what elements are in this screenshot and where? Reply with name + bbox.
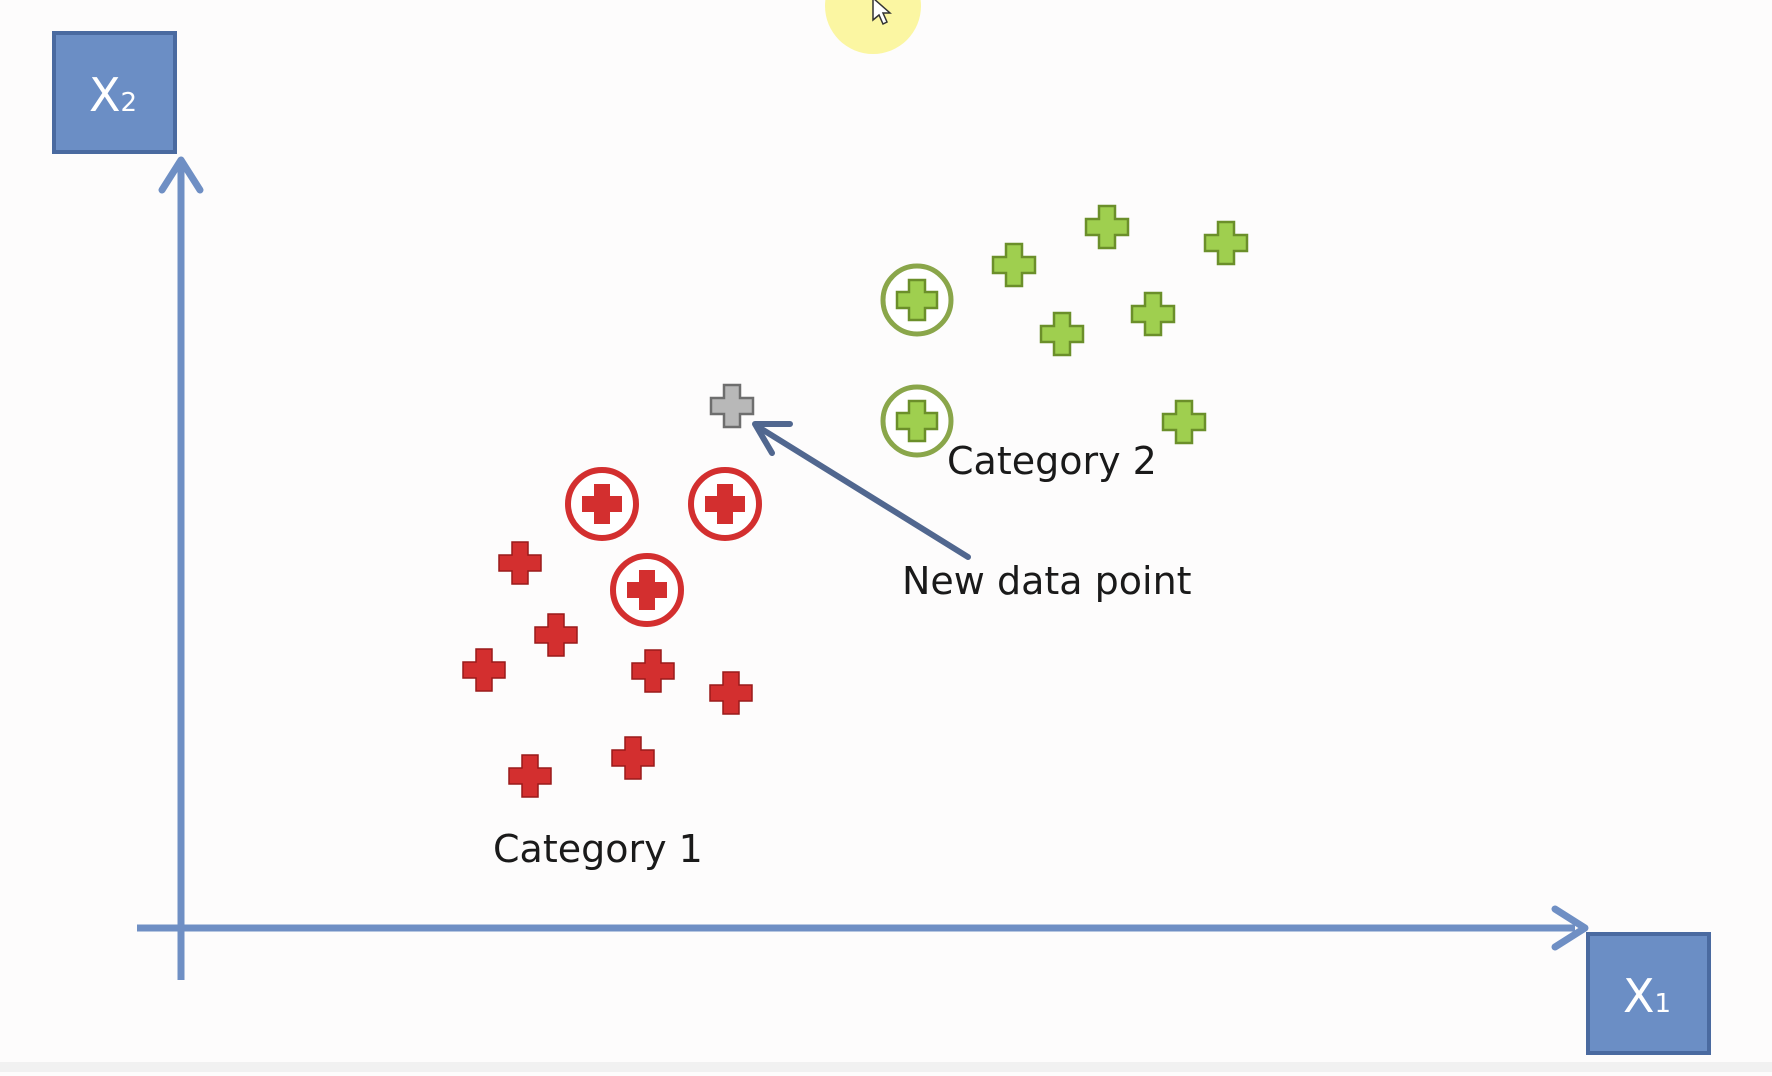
category-1-point <box>508 754 552 798</box>
new-point-arrowhead <box>752 421 793 456</box>
bottom-strip <box>0 1062 1772 1072</box>
y-axis-label-main: X <box>89 68 121 122</box>
category-2-nearest-neighbors <box>880 263 954 458</box>
category-1-neighbor <box>688 467 762 541</box>
y-axis-label-sub: 2 <box>121 88 138 118</box>
category-2-neighbor <box>880 263 954 337</box>
category-1-neighbor <box>610 553 684 627</box>
category-2-points <box>991 204 1249 445</box>
svg-text:X2: X2 <box>89 68 137 122</box>
new-point-arrow <box>757 425 971 560</box>
category-2-point <box>1039 311 1085 357</box>
x-axis-label-main: X <box>1623 969 1655 1023</box>
category-2-label: Category 2 <box>947 439 1157 483</box>
category-1-point <box>462 648 506 692</box>
category-1-point <box>534 613 578 657</box>
new-data-point <box>709 383 755 429</box>
category-2-point <box>1084 204 1130 250</box>
category-1-points <box>462 541 753 798</box>
category-1-point <box>631 649 675 693</box>
category-1-point <box>709 671 753 715</box>
cursor-icon <box>872 0 892 26</box>
x-axis-arrowhead <box>1551 905 1589 951</box>
y-axis-arrowhead <box>158 156 204 194</box>
y-axis-label-box: X2 <box>52 31 177 154</box>
category-2-neighbor <box>880 384 954 458</box>
category-2-point <box>1161 399 1207 445</box>
category-2-point <box>1130 291 1176 337</box>
x-axis-label-box: X1 <box>1586 932 1711 1055</box>
category-1-point <box>498 541 542 585</box>
svg-text:X1: X1 <box>1623 969 1671 1023</box>
category-1-neighbor <box>565 467 639 541</box>
x-axis-label-sub: 1 <box>1655 989 1672 1019</box>
new-data-point-label: New data point <box>902 559 1192 603</box>
category-2-point <box>1203 220 1249 266</box>
category-1-nearest-neighbors <box>565 467 762 627</box>
category-1-label: Category 1 <box>493 827 703 871</box>
cursor-highlight <box>825 0 921 54</box>
category-1-point <box>611 736 655 780</box>
category-2-point <box>991 242 1037 288</box>
